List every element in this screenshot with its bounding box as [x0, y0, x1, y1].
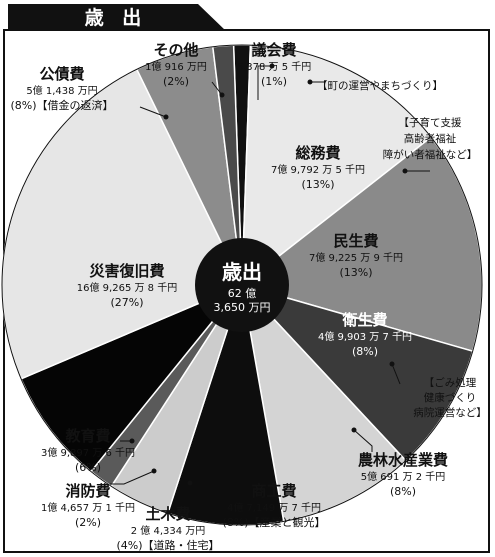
slice-label-10: 災害復旧費 — [89, 262, 164, 280]
slice-amount-9: 3億 9,897 万 6 千円 — [41, 446, 135, 459]
slice-amount-2: 7億 9,792 万 5 千円 — [271, 163, 365, 176]
slice-label-9: 教育費 — [64, 427, 110, 445]
slice-note-leader-4 — [391, 363, 401, 385]
leader-議会費 — [257, 65, 272, 100]
slice-percent-4: (8%) — [352, 345, 378, 358]
slice-percent-1: (1%) — [261, 75, 287, 88]
slice-amount-6: 4億 7,149 万 7 千円 — [227, 501, 321, 514]
center-title: 歳出 — [222, 260, 262, 284]
slice-label-11: 公債費 — [39, 65, 84, 83]
slice-percent-11: (8%)【借金の返済】 — [10, 98, 113, 112]
slice-percent-12: (2%) — [163, 75, 189, 88]
slice-percent-6: (8%)【産業と観光】 — [222, 515, 325, 529]
slice-label-7: 土木費 — [145, 505, 190, 523]
slice-amount-12: 1億 916 万円 — [145, 60, 207, 73]
slice-leader-dot-7 — [187, 480, 193, 486]
slice-percent-8: (2%) — [75, 516, 101, 529]
slice-note-2-1: 【子育て支援 — [399, 116, 462, 129]
slice-percent-5: (8%) — [390, 485, 416, 498]
slice-percent-2: (13%) — [301, 178, 334, 191]
slice-note-4-2: 健康づくり — [424, 391, 477, 404]
slice-percent-3: (13%) — [339, 266, 372, 279]
slice-amount-1: 6,378 万 5 千円 — [237, 61, 312, 73]
slice-label-1: 議会費 — [251, 41, 296, 59]
slice-label-2: 総務費 — [295, 144, 340, 162]
leader-その他 — [211, 81, 223, 96]
slice-label-12: その他 — [153, 41, 198, 59]
slice-amount-3: 7億 9,225 万 9 千円 — [309, 251, 403, 264]
leader-消防費 — [110, 470, 155, 485]
slice-label-6: 商工費 — [251, 482, 296, 500]
slice-amount-8: 1億 4,657 万 1 千円 — [41, 501, 135, 514]
slice-note-dot-4 — [389, 361, 395, 367]
slice-note-dot-1 — [307, 79, 313, 85]
center-disc — [195, 238, 289, 332]
slice-note-4-1: 【ごみ処理 — [424, 376, 477, 389]
slice-note-2-3: 障がい者福祉など】 — [383, 148, 478, 161]
center-line2: 3,650 万円 — [214, 301, 271, 314]
slice-amount-10: 16億 9,265 万 8 千円 — [77, 281, 177, 294]
title-tab: 歳 出 — [8, 4, 226, 31]
slice-note-1-1: 【町の運営やまちづくり】 — [317, 79, 443, 92]
slice-note-2-2: 高齢者福祉 — [404, 132, 457, 145]
slice-amount-7: 2 億 4,334 万円 — [131, 524, 206, 537]
slice-label-4: 衛生費 — [341, 311, 387, 329]
pie-outline — [1, 44, 483, 526]
leader-公債費 — [139, 106, 167, 118]
slice-label-3: 民生費 — [333, 232, 378, 250]
slice-amount-11: 5億 1,438 万円 — [26, 84, 97, 97]
slice-label-8: 消防費 — [65, 482, 110, 500]
slice-note-4-3: 病院運営など】 — [413, 406, 487, 419]
slice-note-dot-2 — [402, 168, 408, 174]
slice-percent-10: (27%) — [110, 296, 143, 309]
center-line1: 62 億 — [228, 287, 257, 300]
slice-label-5: 農林水産業費 — [358, 451, 448, 469]
slice-amount-5: 5億 691 万 2 千円 — [361, 470, 446, 483]
slice-percent-9: (6%) — [75, 461, 101, 474]
slice-amount-4: 4億 9,903 万 7 千円 — [318, 330, 412, 343]
slice-leader-dot-6 — [271, 482, 277, 488]
slice-percent-7: (4%)【道路・住宅】 — [116, 538, 219, 552]
leader-農林水産業費 — [353, 429, 373, 452]
section-title: 歳 出 — [85, 6, 148, 29]
